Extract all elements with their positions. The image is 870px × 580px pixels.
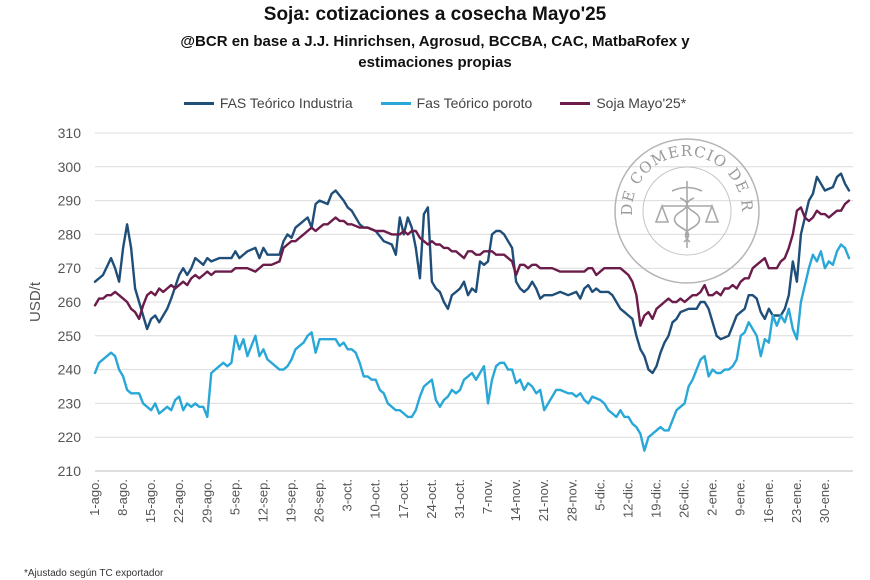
series-lines — [93, 172, 851, 452]
x-tick-label: 3-oct. — [340, 479, 355, 512]
y-tick-label: 250 — [58, 328, 82, 344]
x-tick-label: 12-sep. — [255, 479, 270, 522]
y-tick-label: 280 — [58, 226, 82, 242]
x-tick-label: 29-ago. — [199, 479, 214, 523]
axes: 210 220 230 240 250 260 270 280 290 300 310 1-ago. 8… — [27, 125, 853, 523]
x-tick-label: 15-ago. — [143, 479, 158, 523]
caduceus-icon — [654, 181, 720, 248]
series-line-1 — [93, 243, 851, 452]
y-tick-label: 230 — [58, 395, 82, 411]
x-tick-label: 8-ago. — [115, 479, 130, 516]
x-tick-label: 9-ene. — [733, 479, 748, 516]
subtitle-line-2: estimaciones propias — [358, 54, 512, 71]
x-tick-label: 30-ene. — [817, 479, 832, 523]
legend-swatch-fas-poroto — [380, 101, 411, 105]
x-tick-label: 7-nov. — [480, 479, 495, 514]
y-tick-label: 220 — [58, 429, 82, 445]
x-tick-label: 28-nov. — [564, 479, 579, 521]
chart-title: Soja: cotizaciones a cosecha Mayo'25 — [263, 4, 607, 25]
y-tick-label: 300 — [58, 159, 82, 175]
subtitle-line-1: @BCR en base a J.J. Hinrichsen, Agrosud,… — [180, 33, 690, 50]
x-tick-label: 5-sep. — [227, 479, 242, 515]
x-tick-label: 16-ene. — [761, 479, 776, 523]
x-tick-label: 12-dic. — [620, 479, 635, 518]
legend-item-soja-mayo: Soja Mayo'25* — [560, 95, 686, 111]
x-tick-label: 19-sep. — [284, 479, 299, 522]
y-tick-label: 310 — [58, 125, 82, 141]
y-axis-label: USD/t — [27, 281, 44, 322]
x-tick-label: 1-ago. — [87, 479, 102, 516]
x-tick-label: 2-ene. — [705, 479, 720, 516]
x-tick-label: 24-oct. — [424, 479, 439, 519]
series-line-0 — [93, 172, 851, 375]
footnote: *Ajustado según TC exportador — [24, 568, 164, 579]
x-tick-label: 26-sep. — [312, 479, 327, 522]
bcr-seal-watermark: BOLSA DE COMERCIO DE ROSARIO — [612, 136, 760, 284]
chart-subtitle: @BCR en base a J.J. Hinrichsen, Agrosud,… — [0, 31, 870, 73]
legend-label-fas-poroto: Fas Teórico poroto — [416, 95, 533, 111]
x-tick-label: 21-nov. — [536, 479, 551, 521]
legend-swatch-soja-mayo — [560, 101, 591, 105]
y-tick-label: 290 — [58, 193, 82, 209]
x-tick-label: 14-nov. — [508, 479, 523, 521]
legend-label-fas-industria: FAS Teórico Industria — [219, 95, 353, 111]
x-tick-label: 22-ago. — [171, 479, 186, 523]
x-tick-label: 17-oct. — [396, 479, 411, 519]
x-tick-label: 26-dic. — [677, 479, 692, 518]
legend-swatch-fas-industria — [183, 101, 214, 105]
x-tick-label: 23-ene. — [789, 479, 804, 523]
chart-legend: FAS Teórico Industria Fas Teórico poroto… — [0, 95, 870, 111]
y-tick-label: 210 — [58, 463, 82, 479]
svg-text:BOLSA DE COMERCIO DE ROSARIO: BOLSA DE COMERCIO DE ROSARIO — [612, 136, 756, 216]
y-tick-label: 270 — [58, 260, 82, 276]
x-tick-label: 19-dic. — [648, 479, 663, 518]
x-tick-label: 10-oct. — [368, 479, 383, 519]
seal-text: BOLSA DE COMERCIO DE ROSARIO — [612, 136, 755, 216]
series-line-2 — [93, 199, 851, 327]
y-tick-label: 260 — [58, 294, 82, 310]
legend-item-fas-poroto: Fas Teórico poroto — [380, 95, 533, 111]
legend-label-soja-mayo: Soja Mayo'25* — [596, 95, 687, 111]
x-tick-label: 5-dic. — [592, 479, 607, 511]
x-tick-label: 31-oct. — [452, 479, 467, 519]
legend-item-fas-industria: FAS Teórico Industria — [183, 95, 353, 111]
y-tick-label: 240 — [58, 362, 82, 378]
